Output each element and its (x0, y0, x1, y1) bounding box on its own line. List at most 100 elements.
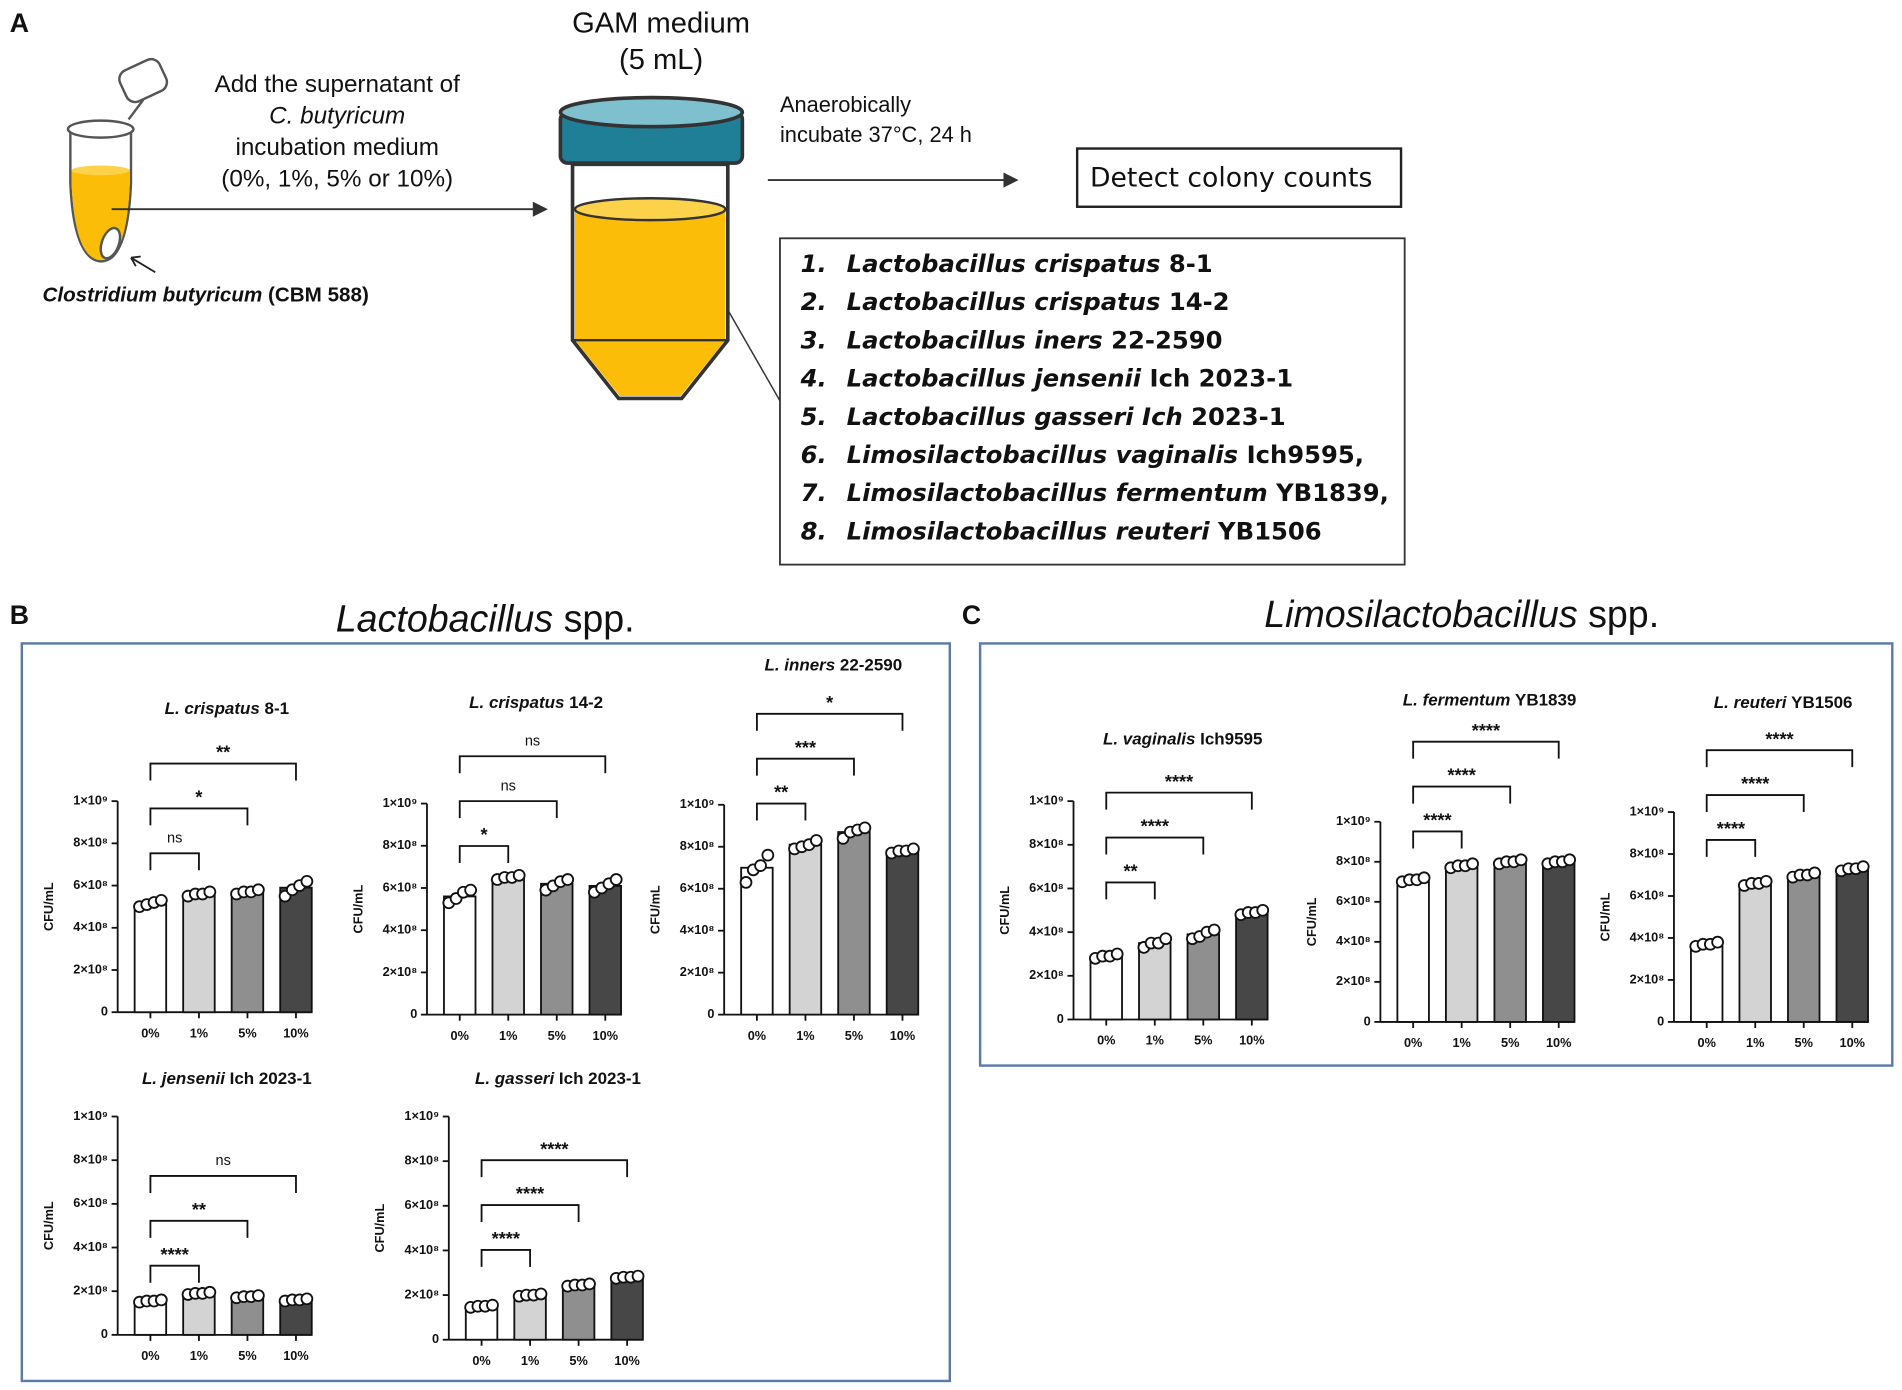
bar (885, 850, 920, 1016)
significance-bracket (1105, 791, 1253, 810)
data-point (1759, 874, 1773, 888)
panel-heading: Lactobacillus spp. (336, 598, 635, 640)
species: L. fermentum (1403, 691, 1510, 710)
strain-name: Lactobacillus gasseri Ich 2023-1 (847, 402, 1286, 431)
y-tick-label: 4×10⁸ (73, 919, 108, 934)
significance-label: * (826, 693, 834, 713)
bar (1542, 860, 1576, 1023)
bar-chart: L. vaginalis Ich9595 CFU/mL 0 2×10⁸ 4×10⁸ 6×1… (997, 730, 1270, 1048)
strain-number: 1. (801, 249, 827, 278)
y-tick-label: 4×10⁸ (73, 1239, 108, 1254)
arrow (111, 201, 548, 217)
significance-bracket (756, 757, 855, 776)
significance-label: **** (1717, 819, 1746, 839)
significance-bracket (1412, 785, 1512, 804)
significance-label: *** (795, 738, 817, 758)
y-tick-label: 6×10⁸ (383, 879, 418, 894)
significance-label: **** (1141, 817, 1170, 837)
species: Lactobacillus gasseri Ich (847, 402, 1183, 431)
y-tick-label: 2×10⁸ (1029, 967, 1064, 982)
x-tick-label: 0% (1698, 1035, 1716, 1050)
y-tick-label: 2×10⁸ (73, 961, 108, 976)
significance-label: ns (167, 831, 182, 847)
data-point (1563, 853, 1577, 867)
bar (561, 1284, 596, 1341)
y-tick-label: 8×10⁸ (1336, 853, 1371, 868)
data-point (739, 876, 753, 889)
strain-name: Limosilactobacillus reuteri YB1506 (847, 516, 1322, 545)
y-tick-label: 2×10⁸ (73, 1283, 108, 1298)
significance-label: **** (1765, 729, 1794, 749)
significance-bracket (756, 712, 904, 731)
species: Limosilactobacillus reuteri (847, 516, 1211, 545)
x-tick-label: 10% (614, 1353, 639, 1368)
chart-title: L. vaginalis Ich9595 (1103, 730, 1262, 749)
y-tick-label: 4×10⁸ (383, 922, 418, 937)
suffix: spp. (564, 598, 635, 640)
significance-bracket (480, 1204, 580, 1223)
significance-bracket (149, 807, 249, 826)
y-tick-label: 6×10⁸ (404, 1197, 439, 1212)
y-tick-label: 0 (1364, 1013, 1371, 1028)
y-axis-label: CFU/mL (648, 885, 663, 934)
chart-title: L. crispatus 8-1 (165, 700, 289, 719)
y-tick-label: 8×10⁸ (404, 1153, 439, 1168)
strain: Ich9595 (1200, 730, 1262, 749)
x-tick-label: 5% (238, 1025, 256, 1040)
bar-chart: L. reuteri YB1506 CFU/mL 0 2×10⁸ 4×10⁸ 6×10⁸ 8… (1597, 694, 1870, 1050)
significance-bracket (458, 755, 607, 774)
data-point (1256, 903, 1270, 917)
strain-number: 2. (801, 287, 827, 316)
x-tick-label: 10% (283, 1348, 308, 1363)
detect-text: Detect colony counts (1090, 162, 1372, 193)
bar (837, 831, 871, 1016)
significance-bracket (149, 852, 200, 871)
y-tick-label: 0 (410, 1006, 417, 1021)
data-point (464, 883, 478, 897)
y-tick-label: 6×10⁸ (1336, 893, 1371, 908)
eppendorf-tube (66, 57, 169, 263)
genus: Limosilactobacillus (1264, 593, 1578, 635)
x-tick-label: 5% (1501, 1035, 1519, 1050)
y-tick-label: 4×10⁸ (1630, 929, 1665, 944)
strain-number: 8. (801, 516, 827, 545)
strain-name: Lactobacillus crispatus 14-2 (847, 287, 1230, 316)
x-tick-label: 0% (472, 1353, 490, 1368)
strain-number: 6. (801, 440, 827, 469)
data-point (252, 1289, 265, 1302)
x-tick-label: 5% (569, 1353, 587, 1368)
y-tick-label: 8×10⁸ (1029, 836, 1064, 851)
data-point (1856, 860, 1870, 873)
data-point (154, 1293, 168, 1307)
bar (1396, 878, 1430, 1023)
pointer-arrow (130, 255, 156, 274)
y-axis-label: CFU/mL (372, 1204, 387, 1253)
y-tick-label: 0 (1657, 1013, 1664, 1028)
y-axis-label: CFU/mL (1304, 897, 1319, 946)
bar (1186, 933, 1220, 1021)
y-tick-label: 4×10⁸ (1336, 933, 1371, 948)
species: L. crispatus (165, 700, 260, 719)
connector (727, 309, 781, 402)
suffix: spp. (1588, 593, 1659, 635)
bar-chart: L. jensenii Ich 2023-1 CFU/mL 0 2×10⁸ 4×10⁸ 6… (41, 1070, 314, 1363)
x-tick-label: 0% (748, 1028, 766, 1043)
species: Lactobacillus crispatus (847, 249, 1161, 278)
strain-number: 4. (800, 364, 827, 393)
strain: YB1839, (1275, 478, 1389, 507)
bar (230, 890, 265, 1014)
bar (1089, 955, 1123, 1021)
x-tick-label: 5% (238, 1348, 256, 1363)
species: L. inners (764, 656, 835, 675)
strain-number: 7. (801, 478, 827, 507)
data-point (300, 874, 314, 888)
x-tick-label: 5% (1795, 1035, 1813, 1050)
strain: 8-1 (265, 700, 290, 719)
significance-bracket (1705, 839, 1757, 857)
x-tick-label: 0% (1097, 1033, 1115, 1048)
panel-frame (20, 642, 951, 1383)
data-point (1711, 935, 1724, 949)
medium-text: (5 mL) (619, 44, 703, 76)
y-tick-label: 0 (707, 1006, 714, 1021)
panel-heading: Limosilactobacillus spp. (1264, 593, 1659, 635)
